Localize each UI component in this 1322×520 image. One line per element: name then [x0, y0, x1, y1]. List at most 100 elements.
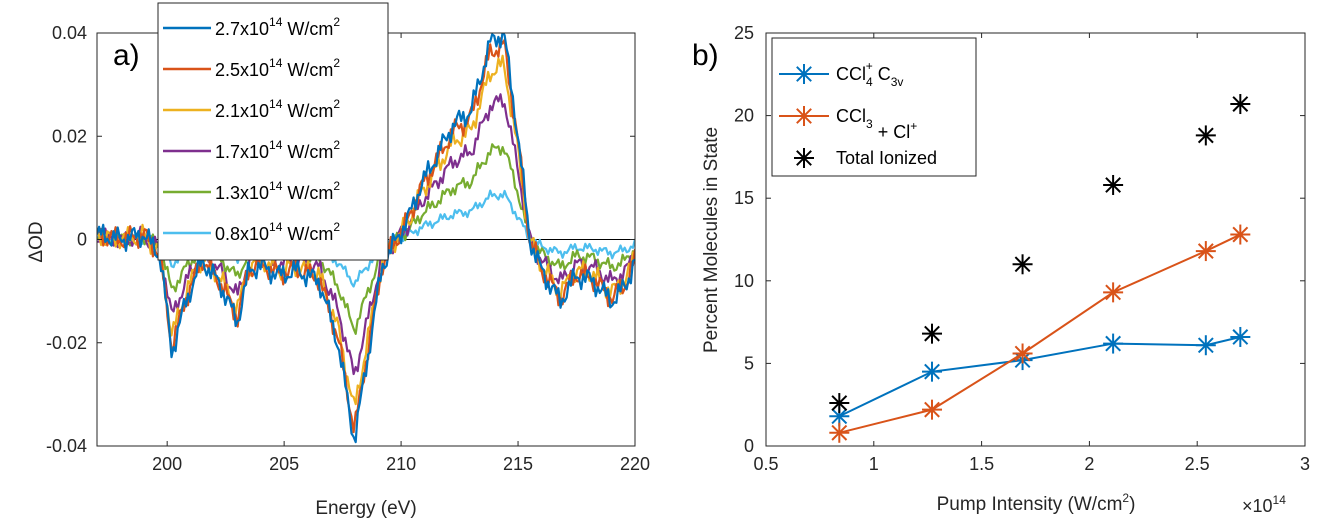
- legend-entry-unit-exp: 2: [333, 97, 340, 111]
- panel-b-legend-box: [771, 37, 977, 177]
- legend-entry-unit: W/cm: [282, 101, 333, 121]
- legend-entry-main: 1.3x10: [215, 183, 269, 203]
- panel-b-xlabel-main: Pump Intensity (W/cm: [937, 494, 1123, 515]
- panel-a-chart: 200 205 210 215 220 -0.04 -0.02 0 0.02 0.04 a) ΔO…: [26, 2, 650, 519]
- panel-b-label: b): [692, 39, 719, 72]
- panel-a-xtick-label: 200: [152, 454, 182, 474]
- panel-b-xlabel-sup: 2: [1122, 491, 1129, 505]
- panel-b-x-multiplier-exp: 14: [1273, 493, 1287, 507]
- legend-entry-unit-exp: 2: [333, 15, 340, 29]
- panel-b-ytick-label: 25: [734, 23, 754, 43]
- legend-entry-unit: W/cm: [282, 60, 333, 80]
- legend-formula-sub: 4: [866, 75, 873, 89]
- panel-b-legend-entry: CCl3 + Cl+: [836, 106, 917, 142]
- panel-a-ylabel: ΔOD: [26, 221, 47, 262]
- legend-entry-unit: W/cm: [282, 224, 333, 244]
- panel-b-data-point: [922, 399, 943, 420]
- panel-b-legend-swatch-marker: [794, 64, 814, 84]
- panel-b-data-point: [922, 361, 943, 382]
- legend-formula-rest: + Cl: [873, 122, 911, 142]
- panel-b-ylabel: Percent Molecules in State: [701, 127, 722, 353]
- panel-a-xtick-label: 205: [269, 454, 299, 474]
- panel-b-legend-swatch-marker: [794, 148, 814, 168]
- legend-entry-main: 2.1x10: [215, 101, 269, 121]
- panel-a-legend-entry: 2.7x1014 W/cm2: [215, 15, 340, 39]
- panel-b-chart: 0.5 1 1.5 2 2.5 3 0 5 10 15 20 25 b) Percent Molecu…: [692, 23, 1310, 516]
- legend-entry-exp: 14: [269, 220, 283, 234]
- legend-formula-end: 3v: [891, 75, 904, 89]
- legend-entry-exp: 14: [269, 97, 283, 111]
- panel-b-xlabel: Pump Intensity (W/cm2): [937, 491, 1136, 515]
- legend-entry-exp: 14: [269, 15, 283, 29]
- panel-a-label: a): [113, 39, 140, 72]
- panel-b-xtick-label: 0.5: [753, 454, 778, 474]
- panel-b-data-point: [1230, 326, 1251, 347]
- panel-b-data-point: [1103, 282, 1124, 303]
- panel-a-legend-box: [157, 2, 389, 261]
- panel-b-legend-swatch-marker: [794, 106, 814, 126]
- panel-b-x-multiplier-base: ×10: [1242, 496, 1273, 516]
- legend-formula-rest: C: [873, 64, 891, 84]
- panel-b-ytick-label: 5: [744, 353, 754, 373]
- panel-a-series-line: [97, 143, 635, 335]
- legend-formula-end: +: [910, 119, 917, 133]
- panel-a-legend-entry: 0.8x1014 W/cm2: [215, 220, 340, 244]
- panel-a-series-line: [97, 33, 635, 444]
- legend-entry-text: Total Ionized: [836, 148, 937, 168]
- legend-entry-exp: 14: [269, 56, 283, 70]
- panel-a-xtick-label: 215: [503, 454, 533, 474]
- panel-b-data-point: [1195, 335, 1216, 356]
- panel-a-xtick-label: 210: [386, 454, 416, 474]
- panel-b-xtick-label: 2: [1084, 454, 1094, 474]
- panel-b-xtick-label: 1.5: [969, 454, 994, 474]
- panel-a-legend-entry: 1.3x1014 W/cm2: [215, 179, 340, 203]
- legend-entry-main: 2.5x10: [215, 60, 269, 80]
- panel-b-xtick-label: 1: [869, 454, 879, 474]
- legend-entry-unit-exp: 2: [333, 220, 340, 234]
- legend-formula-sup: +: [866, 59, 873, 73]
- panel-b-data-point: [922, 323, 943, 344]
- legend-entry-unit: W/cm: [282, 19, 333, 39]
- panel-b-axes-box: [765, 32, 1306, 447]
- panel-b-data-point: [1012, 343, 1033, 364]
- panel-b-data-point: [1195, 241, 1216, 262]
- panel-b-series-line: [838, 335, 1241, 418]
- legend-entry-unit-exp: 2: [333, 138, 340, 152]
- panel-b-xtick-label: 3: [1300, 454, 1310, 474]
- panel-b-x-multiplier: ×1014: [1242, 493, 1286, 516]
- panel-b-legend-entry: Total Ionized: [836, 148, 937, 168]
- panel-b-data-point: [1103, 333, 1124, 354]
- panel-a-legend-entry: 2.1x1014 W/cm2: [215, 97, 340, 121]
- legend-formula: CCl: [836, 106, 866, 126]
- legend-formula: CCl: [836, 64, 866, 84]
- legend-entry-unit-exp: 2: [333, 56, 340, 70]
- legend-entry-main: 1.7x10: [215, 142, 269, 162]
- panel-b-data-point: [1103, 174, 1124, 195]
- panel-b-data-point: [1195, 125, 1216, 146]
- panel-b-ytick-label: 0: [744, 436, 754, 456]
- legend-entry-main: 0.8x10: [215, 224, 269, 244]
- panel-b-ytick-label: 15: [734, 188, 754, 208]
- panel-b-data-point: [829, 422, 850, 443]
- panel-b-data-point: [1230, 94, 1251, 115]
- legend-formula-sub: 3: [866, 117, 873, 131]
- legend-entry-exp: 14: [269, 138, 283, 152]
- panel-a-legend-entry: 2.5x1014 W/cm2: [215, 56, 340, 80]
- panel-b-legend-entry: CCl4 + C3v: [836, 59, 903, 89]
- panel-b-data-point: [829, 393, 850, 414]
- panel-a-ytick-label: -0.04: [46, 436, 87, 456]
- panel-a-xtick-label: 220: [620, 454, 650, 474]
- panel-b-ytick-label: 10: [734, 271, 754, 291]
- legend-entry-unit: W/cm: [282, 183, 333, 203]
- panel-b-data-point: [1230, 224, 1251, 245]
- panel-a-legend-entry: 1.7x1014 W/cm2: [215, 138, 340, 162]
- legend-entry-main: 2.7x10: [215, 19, 269, 39]
- legend-entry-unit-exp: 2: [333, 179, 340, 193]
- legend-entry-unit: W/cm: [282, 142, 333, 162]
- panel-b-series-line: [839, 233, 1241, 434]
- panel-a-xlabel: Energy (eV): [315, 498, 416, 519]
- panel-a-ytick-label: 0.04: [52, 23, 87, 43]
